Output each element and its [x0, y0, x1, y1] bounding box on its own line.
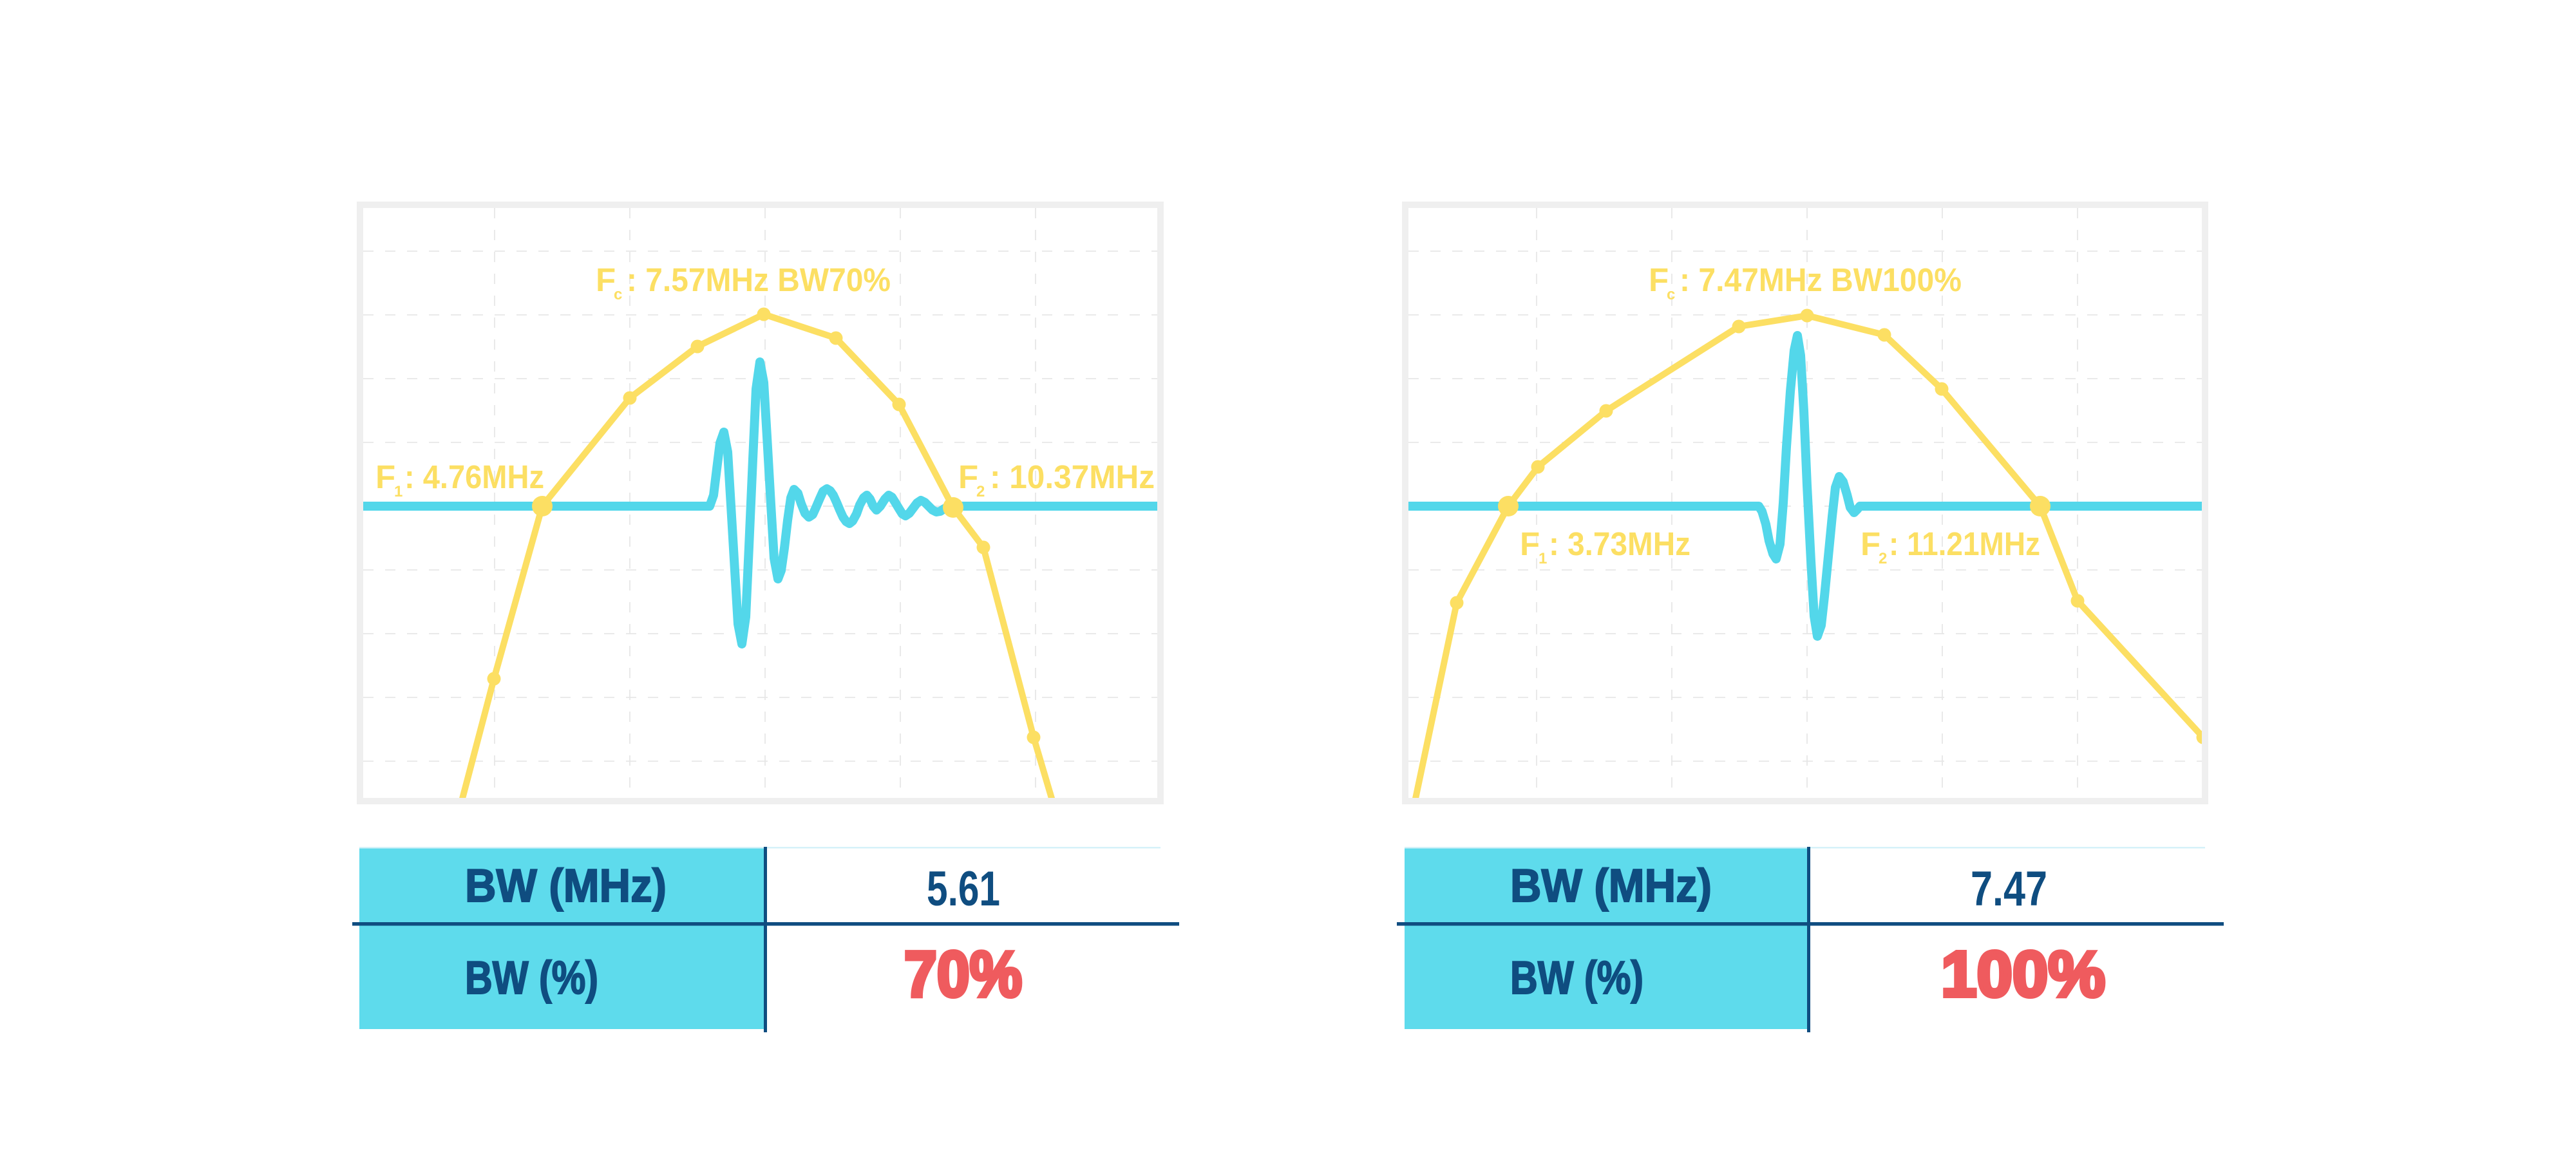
- svg-text:: 7.57MHz BW70%: : 7.57MHz BW70%: [627, 261, 891, 298]
- svg-text:BW (MHz): BW (MHz): [1510, 860, 1712, 912]
- svg-text:F: F: [596, 261, 616, 298]
- svg-text:100%: 100%: [1941, 938, 2105, 1010]
- svg-text:F: F: [1520, 525, 1540, 562]
- svg-text:: 10.37MHz: : 10.37MHz: [990, 459, 1155, 495]
- svg-text:: 4.76MHz: : 4.76MHz: [404, 459, 544, 495]
- svg-text:5.61: 5.61: [927, 862, 1000, 916]
- svg-text:: 11.21MHz: : 11.21MHz: [1889, 525, 2040, 562]
- svg-text:: 7.47MHz BW100%: : 7.47MHz BW100%: [1680, 261, 1962, 298]
- svg-text:c: c: [1667, 286, 1675, 303]
- svg-text:1: 1: [394, 483, 402, 500]
- svg-text:70%: 70%: [904, 938, 1022, 1010]
- svg-text:c: c: [614, 286, 622, 303]
- svg-text:1: 1: [1539, 550, 1547, 567]
- svg-text:F: F: [1649, 261, 1669, 298]
- svg-text:F: F: [1861, 525, 1880, 562]
- svg-text:: 3.73MHz: : 3.73MHz: [1549, 525, 1690, 562]
- svg-text:F: F: [958, 459, 978, 495]
- svg-text:BW (%): BW (%): [465, 952, 598, 1004]
- svg-text:2: 2: [976, 483, 985, 500]
- svg-text:2: 2: [1879, 550, 1887, 567]
- svg-text:7.47: 7.47: [1971, 862, 2047, 916]
- svg-text:BW (%): BW (%): [1510, 952, 1643, 1004]
- svg-text:BW (MHz): BW (MHz): [465, 860, 667, 912]
- svg-text:F: F: [375, 459, 395, 495]
